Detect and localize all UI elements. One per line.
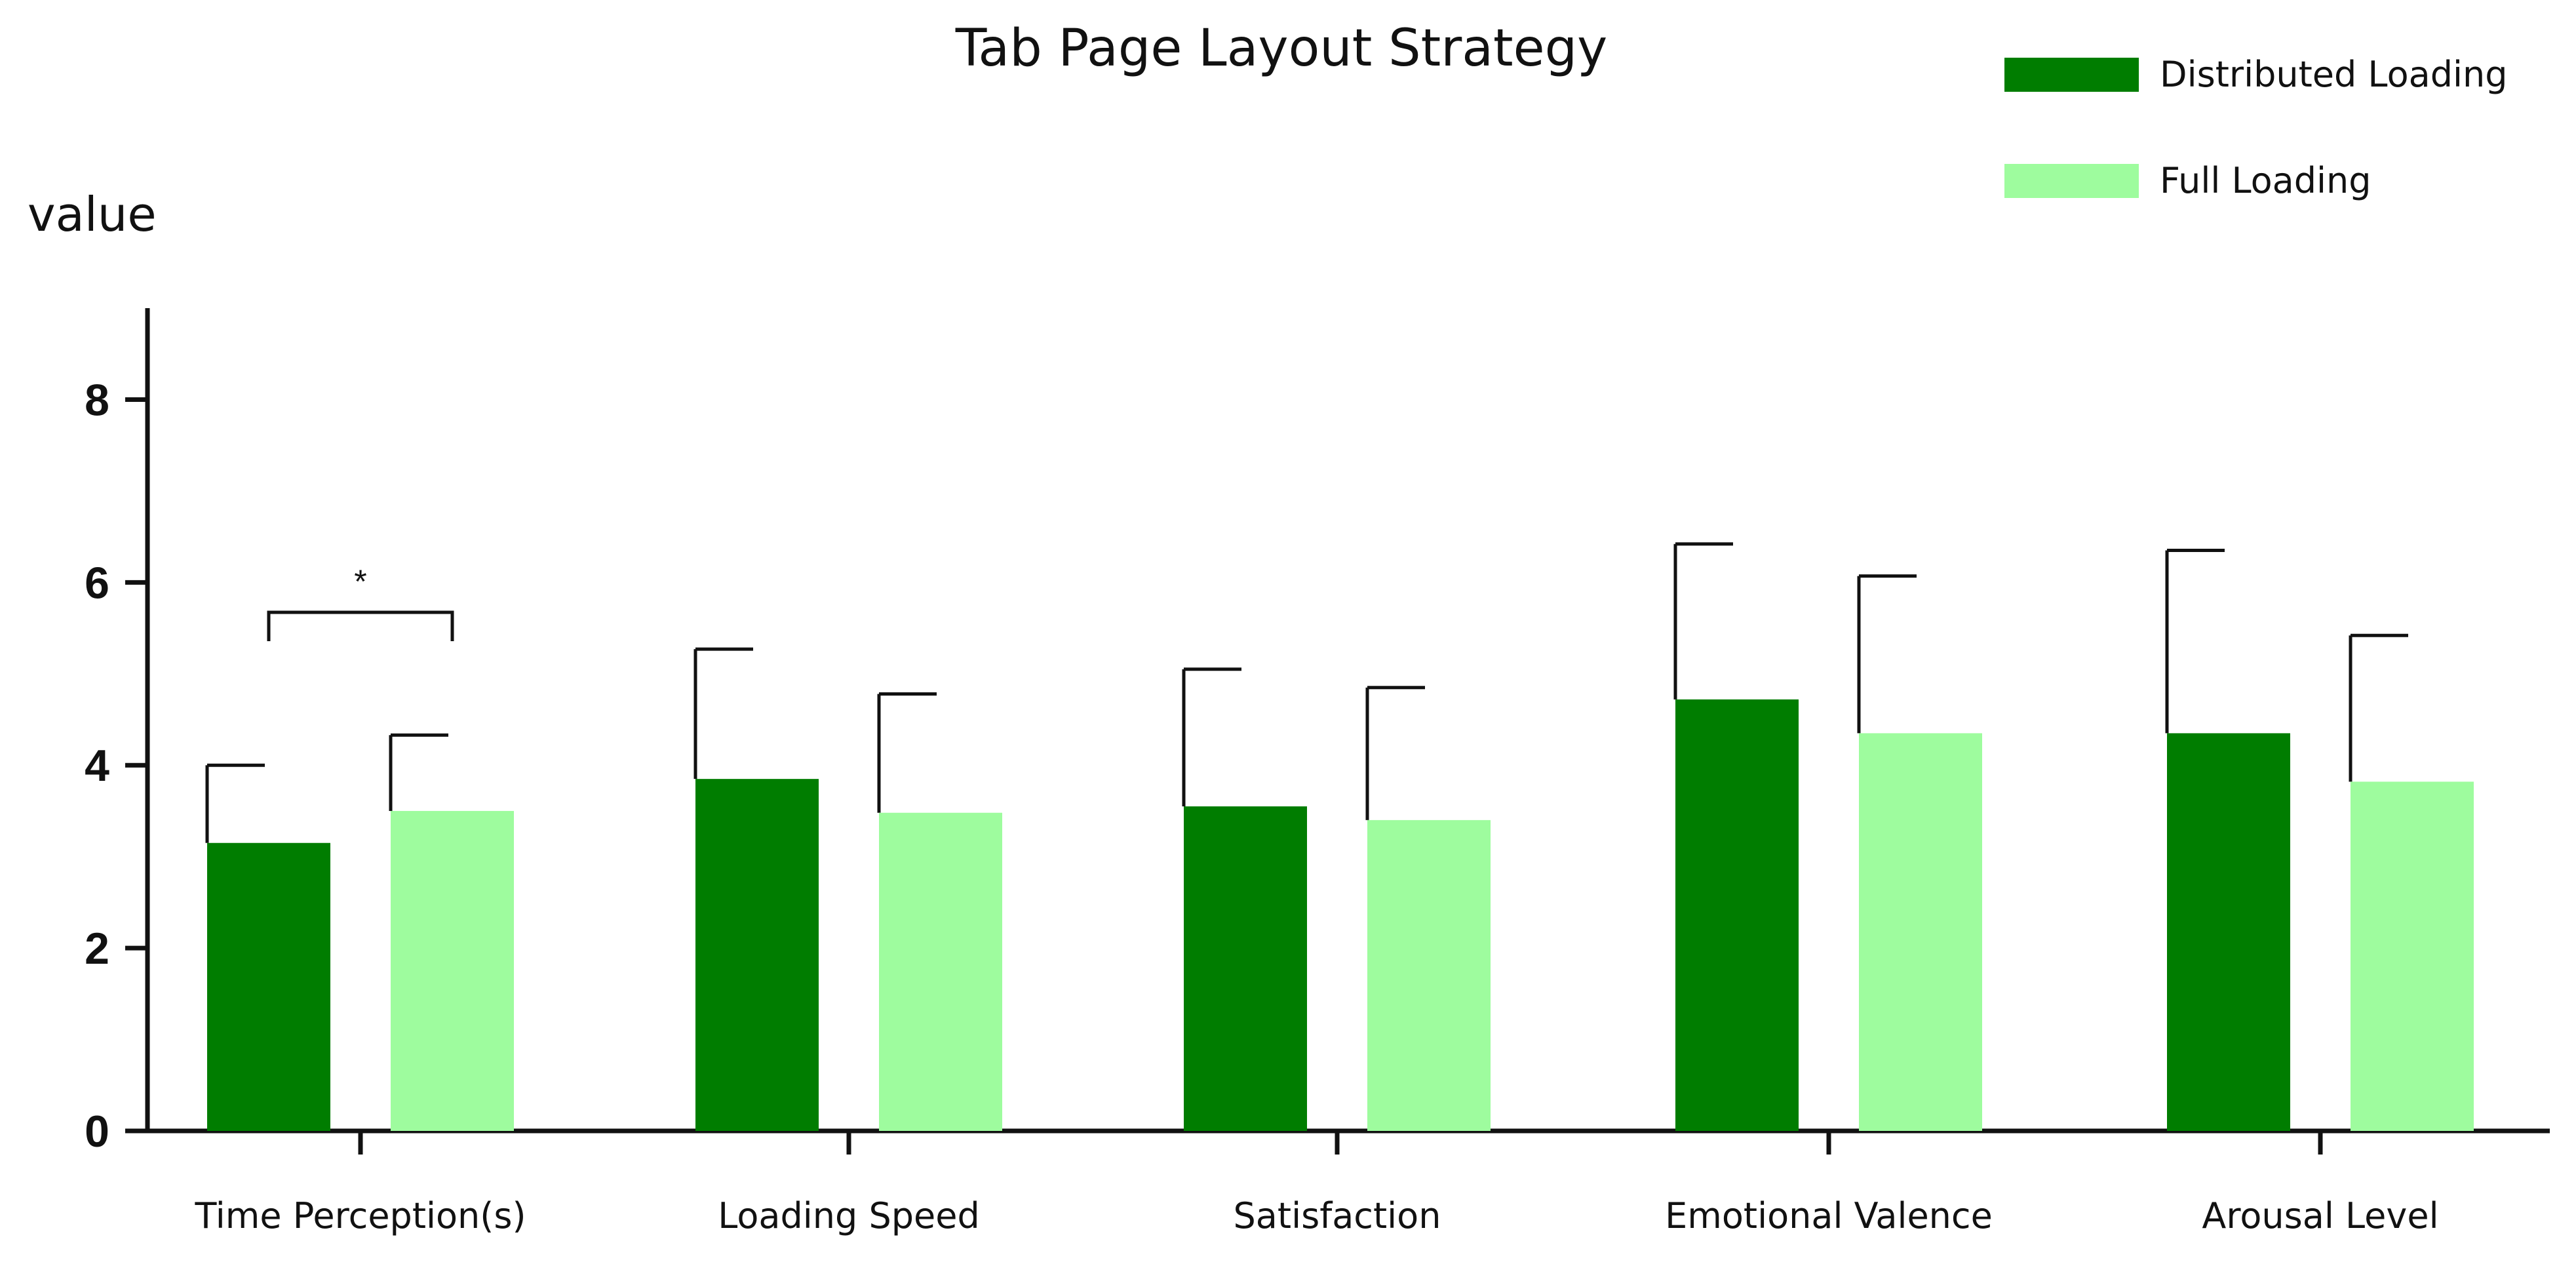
bar bbox=[391, 810, 514, 1131]
significance-bracket bbox=[267, 610, 454, 641]
legend-label: Full Loading bbox=[2160, 160, 2371, 201]
y-tick-label: 2 bbox=[85, 924, 109, 974]
y-tick-label: 4 bbox=[85, 741, 109, 791]
annotations: * bbox=[267, 563, 454, 641]
y-tick-label: 8 bbox=[85, 375, 109, 425]
bar bbox=[207, 842, 330, 1131]
legend-swatch bbox=[2004, 58, 2139, 92]
y-axis: 0 2 4 6 8 bbox=[85, 308, 150, 1156]
y-axis-label: value bbox=[28, 187, 157, 242]
x-tick-label: Time Perception(s) bbox=[194, 1195, 526, 1236]
legend: Distributed Loading Full Loading bbox=[2004, 54, 2507, 201]
bar bbox=[2167, 733, 2290, 1131]
x-tick-label: Emotional Valence bbox=[1665, 1195, 1993, 1236]
significance-marker: * bbox=[354, 563, 366, 600]
bar bbox=[2351, 781, 2474, 1131]
legend-swatch bbox=[2004, 164, 2139, 198]
bar bbox=[1859, 733, 1982, 1131]
chart-title: Tab Page Layout Strategy bbox=[955, 19, 1608, 78]
y-tick-label: 0 bbox=[85, 1107, 109, 1156]
bar bbox=[1367, 820, 1491, 1131]
legend-label: Distributed Loading bbox=[2160, 54, 2507, 95]
bars bbox=[207, 699, 2474, 1131]
x-tick-label: Satisfaction bbox=[1234, 1195, 1441, 1236]
x-axis: Time Perception(s) Loading Speed Satisfact… bbox=[146, 1128, 2550, 1236]
error-bars bbox=[205, 542, 2408, 843]
y-tick-label: 6 bbox=[85, 558, 109, 608]
bar bbox=[879, 812, 1002, 1131]
x-tick-label: Loading Speed bbox=[718, 1195, 980, 1236]
bar bbox=[695, 779, 819, 1131]
bar bbox=[1675, 699, 1799, 1131]
x-tick-label: Arousal Level bbox=[2202, 1195, 2438, 1236]
bar bbox=[1184, 806, 1307, 1131]
